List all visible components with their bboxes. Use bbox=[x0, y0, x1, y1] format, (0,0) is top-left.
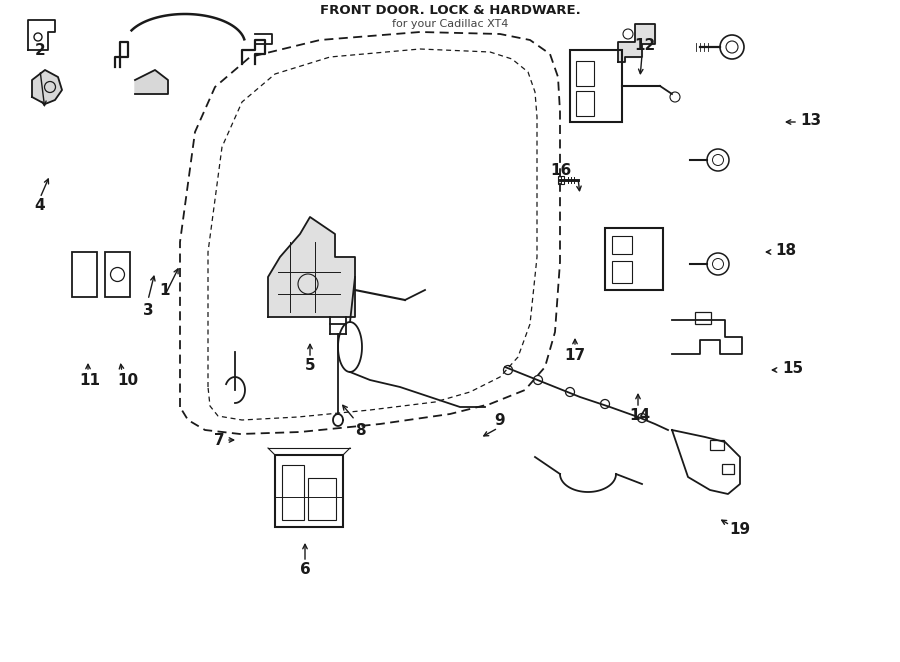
Bar bbox=[612, 236, 632, 254]
Bar bbox=[308, 478, 336, 520]
Text: 19: 19 bbox=[729, 522, 751, 538]
Text: 3: 3 bbox=[143, 303, 153, 318]
Polygon shape bbox=[135, 70, 168, 94]
Text: 16: 16 bbox=[551, 162, 572, 177]
Bar bbox=[605, 228, 663, 290]
Text: 15: 15 bbox=[782, 361, 803, 375]
Text: 6: 6 bbox=[300, 563, 310, 577]
Bar bbox=[275, 455, 343, 527]
Bar bbox=[558, 176, 564, 184]
Text: 14: 14 bbox=[629, 408, 651, 422]
Text: 18: 18 bbox=[775, 242, 796, 258]
Bar bbox=[576, 91, 594, 116]
Bar bbox=[695, 312, 711, 324]
Text: 17: 17 bbox=[564, 348, 586, 363]
Bar bbox=[105, 252, 130, 297]
Text: 7: 7 bbox=[214, 432, 225, 448]
Text: 2: 2 bbox=[34, 42, 45, 58]
Bar bbox=[576, 61, 594, 86]
Bar bbox=[710, 440, 724, 450]
Text: 9: 9 bbox=[495, 412, 505, 428]
Text: 5: 5 bbox=[305, 357, 315, 373]
Text: 8: 8 bbox=[355, 422, 365, 438]
Polygon shape bbox=[32, 70, 62, 104]
Text: 11: 11 bbox=[79, 373, 101, 387]
Polygon shape bbox=[618, 24, 655, 62]
Bar bbox=[570, 50, 622, 122]
Text: for your Cadillac XT4: for your Cadillac XT4 bbox=[392, 19, 508, 29]
Text: 1: 1 bbox=[160, 283, 170, 297]
Bar bbox=[282, 465, 304, 520]
Bar bbox=[722, 464, 734, 474]
Polygon shape bbox=[268, 217, 355, 317]
Text: 13: 13 bbox=[800, 113, 821, 128]
Text: 4: 4 bbox=[35, 197, 45, 213]
Text: 12: 12 bbox=[634, 38, 655, 52]
Text: 10: 10 bbox=[117, 373, 139, 387]
Text: FRONT DOOR. LOCK & HARDWARE.: FRONT DOOR. LOCK & HARDWARE. bbox=[320, 3, 580, 17]
Bar bbox=[612, 261, 632, 283]
Bar bbox=[72, 252, 97, 297]
